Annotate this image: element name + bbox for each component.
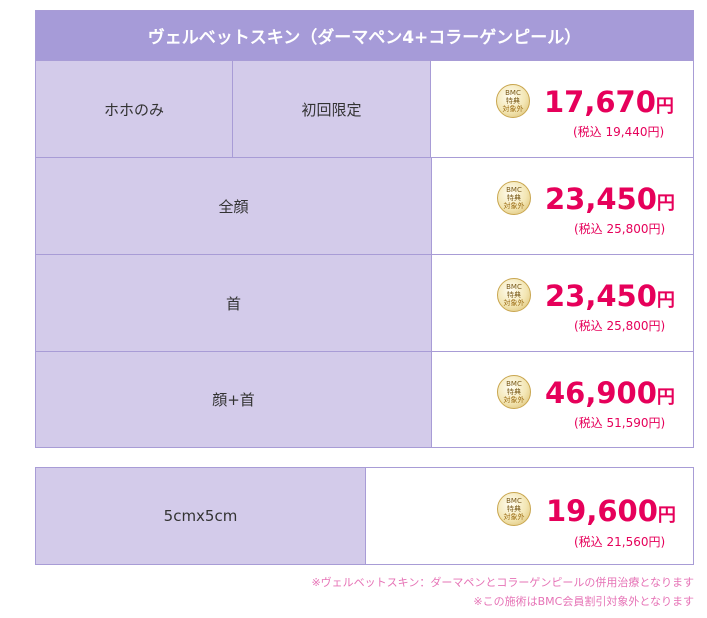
price-tax: (税込 25,800円) [574,222,666,236]
price-cell: BMC 特典 対象外 17,670円 (税込 19,440円) [430,61,693,157]
bmc-badge-icon: BMC 特典 対象外 [497,492,531,526]
row-label: 顔+首 [36,352,431,447]
bmc-badge-icon: BMC 特典 対象外 [497,375,531,409]
table-header: ヴェルベットスキン（ダーマペン4+コラーゲンピール） [36,11,693,61]
bmc-badge-icon: BMC 特典 対象外 [497,181,531,215]
price-cell: BMC 特典 対象外 23,450円 (税込 25,800円) [431,158,693,254]
table-row: ホホのみ 初回限定 BMC 特典 対象外 17,670円 (税込 19,440円… [36,61,693,158]
footnote: ※ヴェルベットスキン：ダーマペンとコラーゲンピールの併用治療となります [311,576,694,589]
price-tax: (税込 25,800円) [574,319,666,333]
price-tax: (税込 51,590円) [574,416,666,430]
table-row: 顔+首 BMC 特典 対象外 46,900円 (税込 51,590円) [36,352,693,447]
row-sublabel: 初回限定 [233,61,430,157]
price-cell: BMC 特典 対象外 46,900円 (税込 51,590円) [431,352,693,447]
footnote: ※この施術はBMC会員割引対象外となります [473,595,694,608]
price-amount: 46,900円 [545,376,675,410]
row-label: 首 [36,255,431,351]
price-tax: (税込 21,560円) [574,535,666,549]
bmc-badge-icon: BMC 特典 対象外 [497,278,531,312]
table-row: 5cmx5cm BMC 特典 対象外 19,600円 (税込 21,560円) [36,468,693,564]
row-label: 5cmx5cm [36,468,365,564]
price-amount: 23,450円 [545,182,675,216]
table-row: 全顔 BMC 特典 対象外 23,450円 (税込 25,800円) [36,158,693,255]
price-amount: 17,670円 [544,85,674,119]
row-label: ホホのみ [36,61,233,157]
price-amount: 19,600円 [546,494,676,528]
row-label: 全顔 [36,158,431,254]
price-amount: 23,450円 [545,279,675,313]
price-cell: BMC 特典 対象外 19,600円 (税込 21,560円) [365,468,693,564]
price-table-extra: 5cmx5cm BMC 特典 対象外 19,600円 (税込 21,560円) [35,467,694,565]
table-row: 首 BMC 特典 対象外 23,450円 (税込 25,800円) [36,255,693,352]
price-tax: (税込 19,440円) [573,125,665,139]
bmc-badge-icon: BMC 特典 対象外 [496,84,530,118]
price-cell: BMC 特典 対象外 23,450円 (税込 25,800円) [431,255,693,351]
price-table: ヴェルベットスキン（ダーマペン4+コラーゲンピール） ホホのみ 初回限定 BMC… [35,10,694,448]
